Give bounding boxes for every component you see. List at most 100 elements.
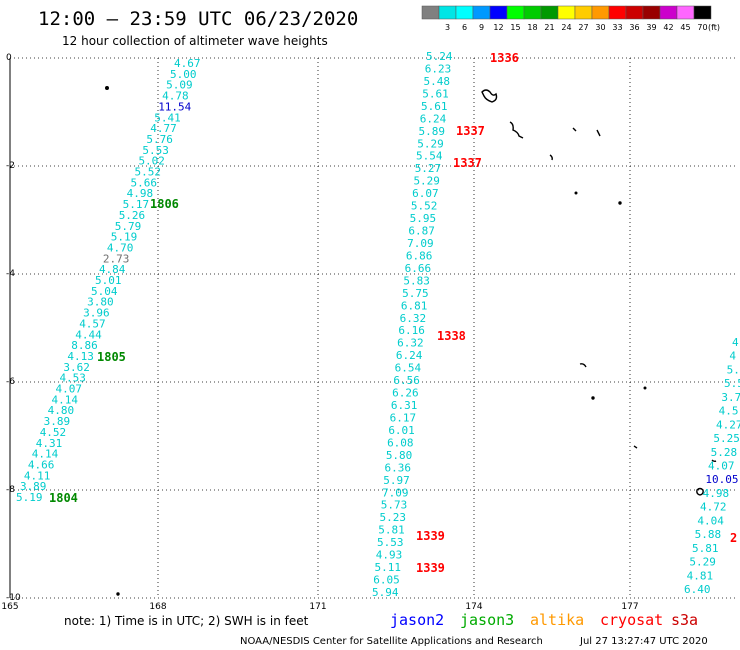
wave-height-value: 6.17 [390, 411, 417, 424]
wave-height-value: 5.04 [91, 285, 118, 298]
island-shape [633, 445, 638, 449]
wave-height-value: 5.19 [111, 231, 138, 244]
lon-tick-label: 174 [465, 602, 482, 612]
lon-tick-label: 177 [621, 602, 638, 612]
island-shape [549, 154, 553, 161]
lat-tick-label: -2 [6, 161, 15, 171]
colorbar-swatch [557, 5, 576, 20]
lat-tick-label: 0 [6, 53, 12, 63]
colorbar-swatch [506, 5, 525, 20]
lat-lon-grid [9, 57, 736, 599]
colorbar-swatch [540, 5, 559, 20]
lat-tick-label: -8 [6, 485, 15, 495]
wave-height-value: 5.00 [170, 68, 197, 81]
satellite-legend-jason3: jason3 [460, 611, 514, 629]
wave-height-value: 6.66 [405, 262, 432, 275]
wave-height-value: 4.78 [162, 90, 189, 103]
wave-height-value: 5.25 [713, 432, 740, 445]
wave-height-value: 4 [729, 350, 736, 363]
wave-height-value: 5.52 [411, 200, 438, 213]
wave-height-value: 5.48 [423, 75, 450, 88]
wave-height-value: 6.36 [385, 461, 412, 474]
wave-height-value: 4.84 [99, 263, 126, 276]
wave-height-value: 4.14 [52, 393, 79, 406]
wave-height-value: 5.5 [724, 377, 740, 390]
wave-height-value: 6.05 [373, 574, 400, 587]
island-shape [596, 129, 601, 137]
wave-height-value: 5.54 [416, 150, 443, 163]
wave-height-value: 5.81 [378, 524, 405, 537]
footer-credit: NOAA/NESDIS Center for Satellite Applica… [240, 636, 543, 647]
island-shape [116, 592, 120, 596]
orbit-number: 1336 [490, 51, 519, 65]
colorbar-label: 39 [646, 23, 656, 32]
wave-height-value: 4.80 [48, 404, 75, 417]
island-outlines [104, 85, 717, 596]
wave-height-value: 3.7 [721, 391, 740, 404]
colorbar-swatch [438, 5, 457, 20]
wave-height-value: 4.04 [697, 514, 724, 527]
lon-tick-label: 171 [309, 602, 326, 612]
wave-height-value: 5.81 [692, 542, 719, 555]
wave-height-value: 3.96 [83, 307, 110, 320]
colorbar-swatch [659, 5, 678, 20]
orbit-number: 1337 [456, 124, 485, 138]
wave-height-value: 4.93 [376, 549, 403, 562]
wave-height-value: 5.73 [381, 499, 408, 512]
orbit-number: 1339 [416, 529, 445, 543]
wave-height-value: 6.16 [398, 324, 425, 337]
wave-height-value: 3.80 [87, 296, 114, 309]
satellite-legend-jason2: jason2 [390, 611, 444, 629]
wave-height-value: 7.09 [407, 237, 434, 250]
wave-height-value: 6.56 [393, 374, 420, 387]
colorbar-label: 9 [479, 23, 484, 32]
wave-height-value: 4.07 [56, 383, 83, 396]
wave-height-value: 5.79 [115, 220, 142, 233]
colorbar-swatch [591, 5, 610, 20]
wave-height-value: 5.80 [386, 449, 413, 462]
wave-height-value: 4.52 [40, 426, 66, 439]
wave-height-value: 5.53 [142, 144, 169, 157]
wave-height-value: 8.86 [71, 339, 98, 352]
satellite-legend-s3a: s3a [671, 611, 698, 629]
orbit-number: 1337 [453, 156, 482, 170]
wave-height-value: 6.01 [388, 424, 415, 437]
colorbar-swatch [523, 5, 542, 20]
orbit-labels: 1336 1337 1337 1338 1339 1339 1806 1805 1804 2 [49, 51, 737, 575]
wave-height-value: 6.87 [408, 225, 435, 238]
wave-height-value: 4.66 [28, 458, 54, 471]
colorbar-swatch [472, 5, 491, 20]
colorbar-label: 18 [527, 23, 537, 32]
colorbar-label: 33 [612, 23, 622, 32]
colorbar-swatch [693, 5, 712, 20]
wave-height-value: 5.61 [421, 100, 448, 113]
colorbar-label: 36 [629, 23, 639, 32]
island-shape [509, 121, 524, 139]
island-shape [696, 487, 704, 496]
wave-height-value: 5.83 [403, 274, 430, 287]
island-shape [591, 396, 595, 400]
wave-height-value: 5.17 [123, 198, 149, 211]
wave-height-value: 5.29 [689, 556, 716, 569]
wave-height-value: 5.02 [138, 155, 165, 168]
island-shape [481, 89, 498, 103]
wave-height-value: 3.89 [20, 480, 47, 493]
orbit-number: 1806 [150, 197, 179, 211]
wave-height-value: 4.07 [708, 460, 735, 473]
wave-height-value: 5.29 [413, 175, 440, 188]
wave-height-value: 11.54 [158, 100, 191, 113]
colorbar-swatch [676, 5, 695, 20]
wave-height-value: 5.11 [375, 561, 402, 574]
island-shape [104, 85, 109, 90]
wave-height-value: 5.52 [135, 166, 162, 179]
wave-height-value: 5.97 [383, 474, 410, 487]
wave-height-value: 5.94 [372, 586, 399, 599]
wave-height-value: 6.54 [395, 362, 422, 375]
wave-height-value: 5.41 [154, 111, 181, 124]
wave-height-value: 5.29 [417, 137, 444, 150]
wave-height-value: 5.24 [426, 50, 453, 63]
wave-height-value: 6.23 [425, 62, 452, 75]
map-subtitle: 12 hour collection of altimeter wave hei… [62, 34, 328, 48]
lon-tick-label: 165 [1, 602, 18, 612]
